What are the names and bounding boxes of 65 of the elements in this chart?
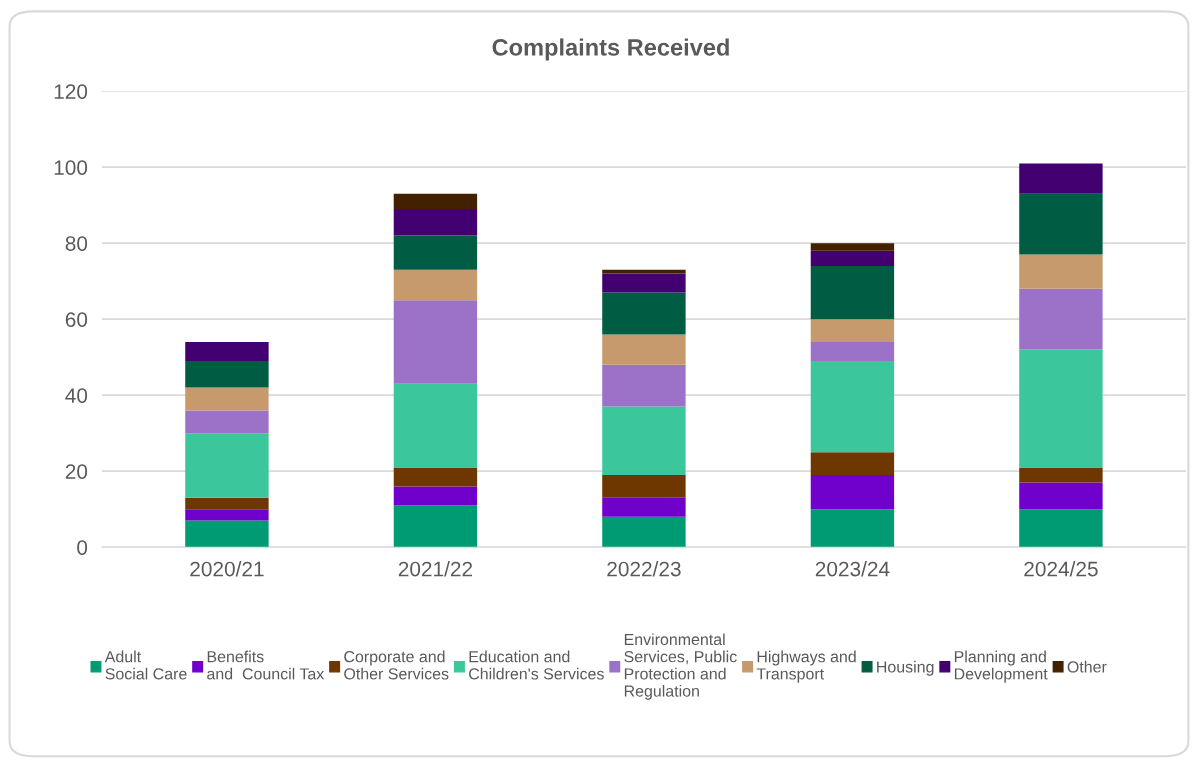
bar: [185, 387, 269, 411]
bar: [1019, 193, 1103, 255]
bar: [602, 497, 686, 517]
y-tick-label: 100: [54, 160, 88, 175]
bar: [810, 250, 895, 266]
y-tick-label: 80: [65, 236, 88, 251]
x-tick-label: 2021/22: [398, 561, 473, 577]
y-tick-label: 20: [65, 464, 88, 479]
legend-label: Highways and Transport: [756, 650, 856, 683]
bar: [393, 235, 478, 270]
bar: [185, 361, 269, 388]
legend-label: Corporate and Other Services: [344, 650, 449, 680]
bar: [1019, 163, 1103, 194]
bar: [393, 486, 478, 506]
bar: [602, 364, 686, 407]
bar: [602, 406, 686, 475]
legend-label: Planning and Development: [954, 650, 1048, 683]
legend-label: Education and Children's Services: [469, 650, 604, 680]
y-tick-label: 60: [65, 312, 88, 327]
bar: [810, 342, 895, 361]
legend-label: Environmental Services, Public Protection and Regulation: [624, 633, 737, 700]
bar: [1019, 467, 1103, 483]
bar: [393, 300, 478, 384]
bar: [810, 243, 895, 251]
legend-label: Adult Social Care: [104, 650, 187, 680]
bar: [185, 410, 269, 434]
bar: [602, 269, 686, 274]
bar: [393, 383, 478, 468]
bar: [810, 361, 895, 453]
y-tick-label: 40: [65, 388, 88, 403]
bar: [810, 266, 895, 320]
bar: [810, 475, 895, 510]
bar: [185, 520, 269, 548]
bar: [602, 516, 686, 548]
chart-title: Complaints Received: [492, 38, 729, 61]
bar: [185, 433, 269, 498]
bar: [393, 193, 478, 209]
bar: [602, 273, 686, 293]
bar: [1019, 482, 1103, 510]
bar: [1019, 288, 1103, 350]
bar: [810, 452, 895, 475]
bar: [393, 209, 478, 236]
bar: [602, 475, 686, 498]
bar: [393, 505, 478, 548]
bar: [602, 334, 686, 365]
bar: [602, 292, 686, 335]
bar: [810, 509, 895, 548]
legend-label: Other: [1067, 660, 1107, 673]
x-tick-label: 2023/24: [815, 561, 890, 577]
bar: [810, 319, 895, 342]
bar: [393, 467, 478, 487]
bar: [1019, 349, 1103, 468]
bar: [393, 269, 478, 301]
x-tick-label: 2020/21: [190, 561, 264, 577]
x-tick-label: 2024/25: [1024, 561, 1098, 577]
bar: [1019, 509, 1103, 548]
y-tick-label: 0: [77, 540, 88, 555]
bar: [185, 509, 269, 521]
bar: [1019, 254, 1103, 289]
legend-label: Benefits and Council Tax: [207, 650, 325, 680]
bar: [185, 497, 269, 510]
legend-label: Housing: [877, 660, 934, 676]
y-tick-label: 120: [54, 84, 88, 99]
bar: [185, 342, 269, 361]
x-tick-label: 2022/23: [607, 561, 681, 577]
